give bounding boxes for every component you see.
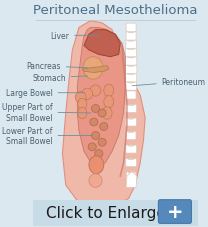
FancyBboxPatch shape	[126, 24, 136, 32]
FancyBboxPatch shape	[126, 172, 136, 180]
Ellipse shape	[88, 143, 96, 151]
FancyBboxPatch shape	[126, 132, 136, 140]
Ellipse shape	[128, 145, 134, 147]
FancyBboxPatch shape	[125, 74, 137, 83]
Ellipse shape	[83, 57, 103, 80]
Ellipse shape	[82, 89, 93, 100]
FancyBboxPatch shape	[126, 41, 136, 49]
Text: Peritoneum: Peritoneum	[132, 78, 206, 86]
Ellipse shape	[100, 123, 108, 131]
Ellipse shape	[78, 108, 87, 119]
FancyBboxPatch shape	[126, 118, 136, 126]
Ellipse shape	[128, 118, 134, 120]
Text: +: +	[167, 202, 183, 221]
Ellipse shape	[104, 85, 114, 97]
Ellipse shape	[127, 74, 135, 75]
FancyBboxPatch shape	[125, 66, 137, 74]
Ellipse shape	[128, 82, 135, 84]
Ellipse shape	[128, 132, 134, 133]
Ellipse shape	[128, 172, 134, 173]
FancyBboxPatch shape	[158, 200, 191, 223]
Text: Liver: Liver	[50, 32, 99, 41]
Polygon shape	[82, 67, 109, 73]
Text: Upper Part of
Small Bowel: Upper Part of Small Bowel	[2, 103, 91, 122]
Text: Peritoneal Mesothelioma: Peritoneal Mesothelioma	[33, 4, 198, 17]
Ellipse shape	[89, 174, 102, 188]
Ellipse shape	[75, 92, 86, 104]
Ellipse shape	[128, 32, 134, 34]
Ellipse shape	[102, 107, 112, 120]
Ellipse shape	[89, 156, 104, 174]
Polygon shape	[84, 31, 120, 57]
FancyBboxPatch shape	[126, 105, 136, 113]
Ellipse shape	[127, 57, 135, 59]
Ellipse shape	[95, 150, 103, 158]
Ellipse shape	[128, 40, 135, 42]
Polygon shape	[126, 172, 137, 188]
Ellipse shape	[128, 158, 134, 160]
FancyBboxPatch shape	[126, 32, 136, 41]
FancyBboxPatch shape	[125, 57, 137, 66]
FancyBboxPatch shape	[126, 82, 136, 91]
Ellipse shape	[92, 132, 100, 140]
Ellipse shape	[128, 105, 134, 106]
FancyBboxPatch shape	[126, 91, 136, 100]
FancyBboxPatch shape	[126, 49, 137, 57]
Polygon shape	[62, 22, 145, 205]
Ellipse shape	[92, 105, 100, 113]
Ellipse shape	[90, 118, 98, 126]
Ellipse shape	[104, 96, 114, 109]
Text: Click to Enlarge: Click to Enlarge	[46, 205, 165, 220]
Ellipse shape	[98, 139, 106, 147]
Text: Large Bowel: Large Bowel	[6, 89, 84, 98]
FancyBboxPatch shape	[126, 145, 136, 153]
Text: Pancreas: Pancreas	[26, 62, 88, 71]
Ellipse shape	[98, 110, 106, 117]
Ellipse shape	[127, 65, 135, 67]
Text: Lower Part of
Small Bowel: Lower Part of Small Bowel	[2, 126, 93, 146]
Polygon shape	[77, 28, 125, 167]
Bar	[33, 200, 198, 226]
Ellipse shape	[90, 86, 101, 97]
Text: Stomach: Stomach	[32, 74, 88, 83]
Ellipse shape	[78, 99, 87, 110]
FancyBboxPatch shape	[126, 159, 136, 167]
Ellipse shape	[127, 49, 135, 50]
